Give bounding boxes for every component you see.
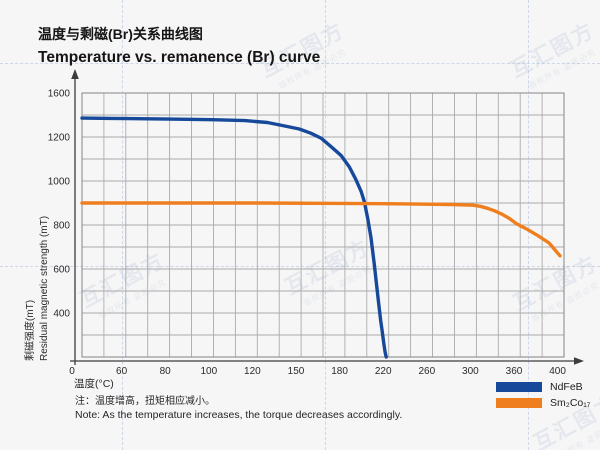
y-tick-label: 1000: [48, 177, 71, 188]
legend-item-ndfeb: NdFeB: [496, 379, 590, 395]
legend-swatch-ndfeb: [496, 382, 542, 392]
x-tick-label: 260: [418, 366, 435, 377]
x-tick-label: 60: [116, 366, 128, 377]
y-axis-title-zh: 剩磁强度(mT): [23, 300, 36, 361]
x-tick-label: 400: [549, 366, 566, 377]
legend-label-sm2co17: Sm₂Co₁₇: [550, 397, 591, 409]
x-tick-label: 80: [160, 366, 172, 377]
x-axis-arrow: [574, 357, 584, 365]
legend-swatch-sm2co17: [496, 398, 542, 408]
y-tick-label: 1200: [48, 133, 71, 144]
y-axis-arrow: [71, 69, 79, 79]
x-axis-title: 温度(°C): [74, 377, 114, 390]
title-block: 温度与剩磁(Br)关系曲线图 Temperature vs. remanence…: [38, 24, 320, 67]
footnote-zh: 注：温度增高，扭矩相应减小。: [75, 396, 215, 407]
y-axis-title: 剩磁强度(mT) Residual magnetic strength (mT): [23, 216, 50, 361]
series-sm2co17-curve: [80, 201, 562, 258]
legend-label-ndfeb: NdFeB: [550, 381, 583, 393]
y-tick-label: 600: [53, 265, 70, 276]
legend-item-sm2co17: Sm₂Co₁₇: [496, 395, 590, 411]
x-tick-label: 150: [288, 366, 305, 377]
footnote-en: Note: As the temperature increases, the …: [75, 409, 403, 421]
x-tick-label: 300: [462, 366, 479, 377]
y-axis-title-en: Residual magnetic strength (mT): [39, 216, 50, 361]
x-tick-label: 180: [331, 366, 348, 377]
x-tick-label: 220: [375, 366, 392, 377]
page-title-zh: 温度与剩磁(Br)关系曲线图: [38, 26, 203, 42]
plot-border: [81, 92, 565, 358]
page-title-en: Temperature vs. remanence (Br) curve: [38, 49, 321, 66]
x-tick-label: 0: [69, 366, 75, 377]
y-tick-label: 400: [53, 309, 70, 320]
x-tick-label: 120: [244, 366, 261, 377]
series-ndfeb-curve: [80, 116, 388, 359]
y-tick-label: 800: [53, 221, 70, 232]
x-tick-label: 100: [200, 366, 217, 377]
legend: NdFeB Sm₂Co₁₇: [496, 379, 590, 411]
footnote: 注：温度增高，扭矩相应减小。 Note: As the temperature …: [75, 392, 402, 421]
y-tick-label: 1600: [48, 89, 71, 100]
x-tick-label: 360: [506, 366, 523, 377]
